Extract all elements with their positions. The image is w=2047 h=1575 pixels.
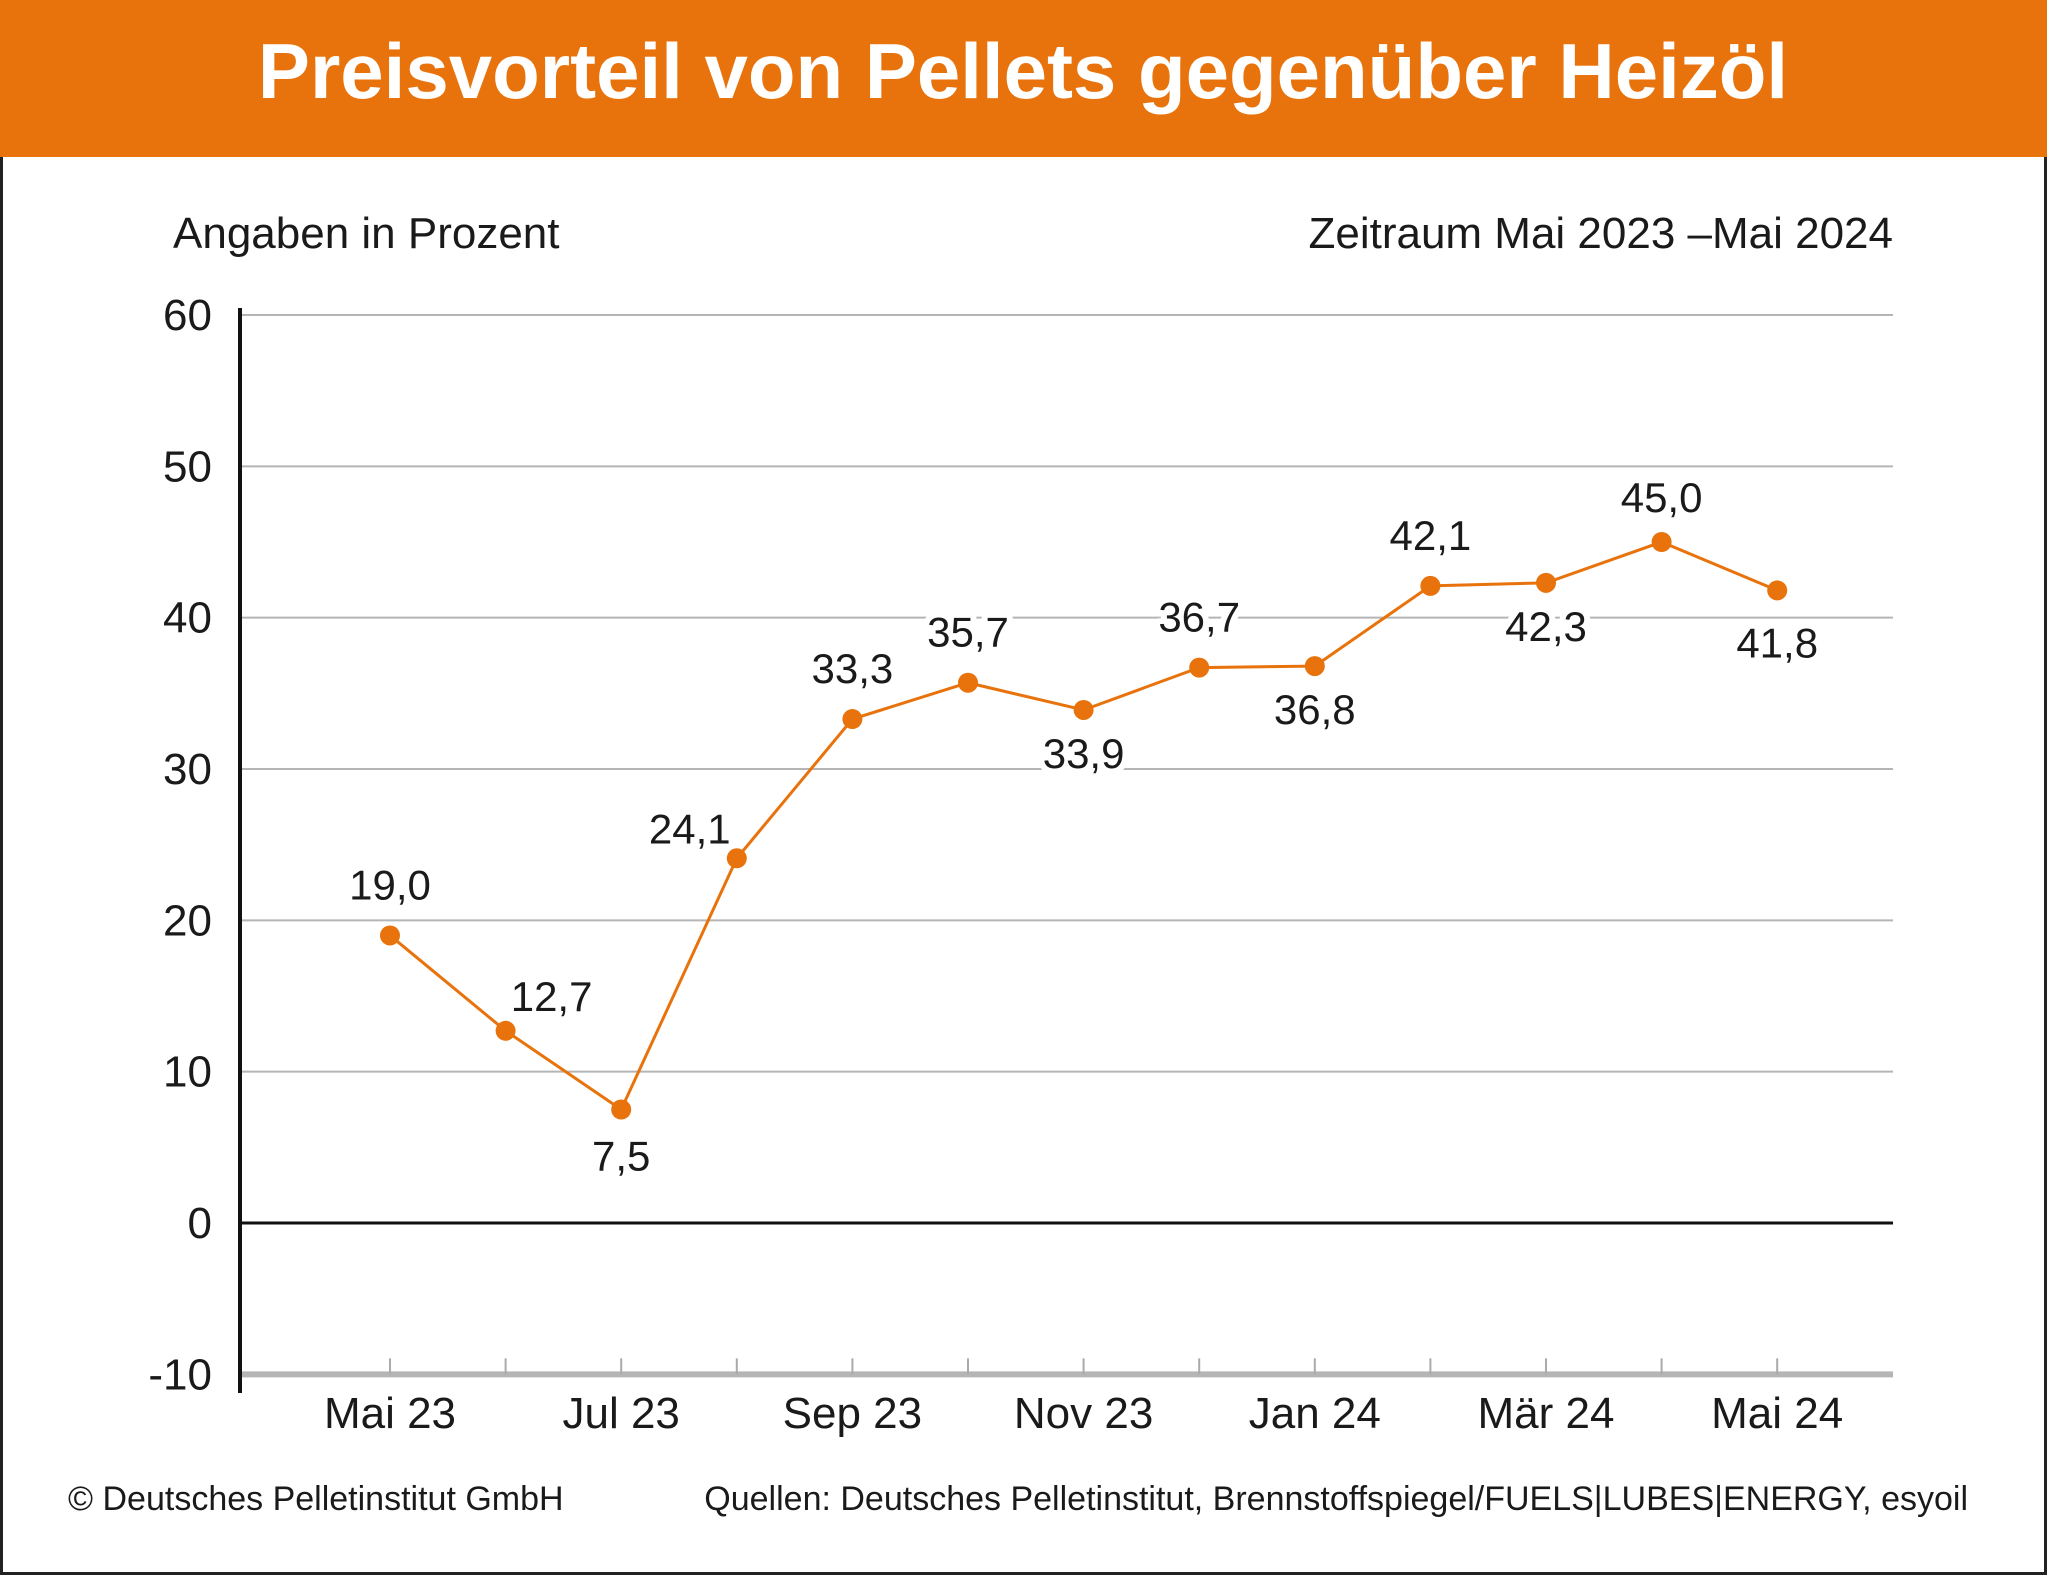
y-tick-label: 40 <box>163 594 212 643</box>
data-label: 41,8 <box>1736 619 1818 666</box>
y-tick-label: 0 <box>188 1199 212 1248</box>
data-point <box>726 848 747 869</box>
x-tick-label: Mai 24 <box>1711 1389 1843 1438</box>
data-point <box>1767 580 1788 601</box>
data-point <box>1651 532 1672 552</box>
x-tick-label: Mai 23 <box>324 1389 456 1438</box>
data-label: 42,1 <box>1390 512 1472 559</box>
data-label: 12,7 <box>511 973 593 1020</box>
data-label: 33,3 <box>812 645 894 692</box>
data-point <box>958 672 978 693</box>
data-label: 19,0 <box>349 861 431 908</box>
y-tick-label: -10 <box>148 1350 212 1399</box>
data-label: 45,0 <box>1621 474 1703 521</box>
data-label: 33,9 <box>1043 730 1125 777</box>
y-axis-label: Angaben in Prozent <box>173 209 560 258</box>
data-point <box>1073 699 1094 720</box>
header-bar <box>0 0 2047 157</box>
sources: Quellen: Deutsches Pelletinstitut, Brenn… <box>704 1480 1968 1518</box>
x-tick-label: Jan 24 <box>1249 1389 1381 1438</box>
y-tick-label: 20 <box>163 896 212 945</box>
data-point <box>1536 572 1556 593</box>
data-point <box>1304 656 1325 677</box>
data-point <box>611 1099 632 1120</box>
x-tick-label: Sep 23 <box>783 1389 922 1438</box>
copyright: © Deutsches Pelletinstitut GmbH <box>68 1480 564 1518</box>
data-label: 36,7 <box>1158 594 1240 641</box>
data-point <box>1420 575 1441 596</box>
data-label: 36,8 <box>1274 686 1356 733</box>
x-tick-label: Jul 23 <box>562 1389 679 1438</box>
data-label: 24,1 <box>649 805 731 852</box>
data-point <box>380 925 400 946</box>
y-tick-label: 50 <box>163 442 212 491</box>
x-tick-label: Mär 24 <box>1478 1389 1615 1438</box>
y-tick-label: 10 <box>163 1048 212 1097</box>
data-label: 42,3 <box>1505 603 1587 650</box>
x-tick-label: Nov 23 <box>1014 1389 1153 1438</box>
chart-title: Preisvorteil von Pellets gegenüber Heizö… <box>258 27 1788 115</box>
data-point <box>842 709 863 730</box>
data-point <box>495 1020 516 1041</box>
y-tick-label: 30 <box>163 745 212 794</box>
data-point <box>1189 657 1210 678</box>
period-label: Zeitraum Mai 2023 –Mai 2024 <box>1308 209 1893 258</box>
data-label: 7,5 <box>592 1133 650 1180</box>
y-tick-label: 60 <box>163 291 212 340</box>
data-label: 35,7 <box>927 609 1009 656</box>
